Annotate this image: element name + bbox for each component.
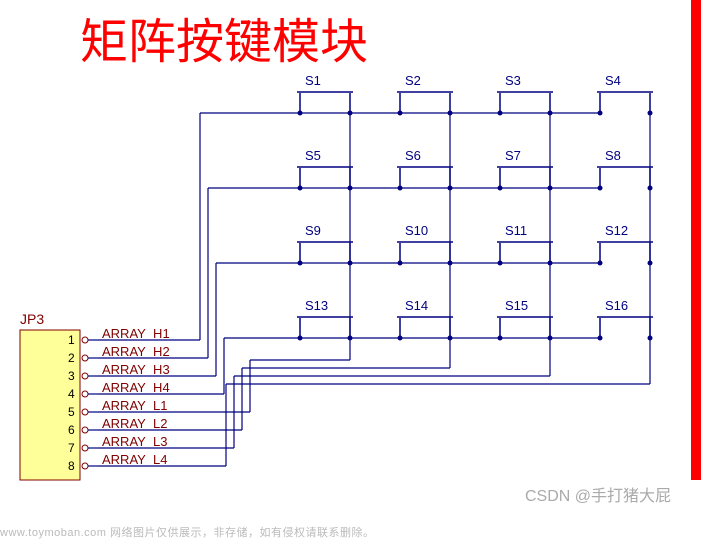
- pin-number: 6: [68, 423, 75, 437]
- switch-label: S6: [405, 148, 421, 163]
- pin-number: 2: [68, 351, 75, 365]
- net-label: ARRAY_L4: [102, 452, 168, 467]
- net-label: ARRAY_H4: [102, 380, 170, 395]
- watermark-csdn: CSDN @手打猪大屁: [525, 482, 671, 506]
- pin-bubble: [82, 427, 88, 433]
- switch-label: S9: [305, 223, 321, 238]
- switch-label: S7: [505, 148, 521, 163]
- connector-ref: JP3: [20, 311, 44, 327]
- pin-number: 4: [68, 387, 75, 401]
- schematic: JP3 1 ARRAY_H1 2 ARRAY_H2 3 ARRAY_H3 4 ARRAY_H4 5…: [0, 55, 701, 535]
- switch-label: S10: [405, 223, 428, 238]
- pin-number: 3: [68, 369, 75, 383]
- net-label: ARRAY_H3: [102, 362, 170, 377]
- pin-bubble: [82, 409, 88, 415]
- switch-label: S4: [605, 73, 621, 88]
- pin-bubble: [82, 391, 88, 397]
- switch-label: S11: [505, 223, 527, 238]
- pin-bubble: [82, 355, 88, 361]
- switch-label: S1: [305, 73, 321, 88]
- switch-label: S12: [605, 223, 628, 238]
- net-label: ARRAY_H1: [102, 326, 170, 341]
- pin-bubble: [82, 337, 88, 343]
- switch-label: S15: [505, 298, 528, 313]
- switch-label: S16: [605, 298, 628, 313]
- switch-label: S5: [305, 148, 321, 163]
- pin-bubble: [82, 373, 88, 379]
- pin-number: 5: [68, 405, 75, 419]
- net-label: ARRAY_L2: [102, 416, 168, 431]
- pin-number: 7: [68, 441, 75, 455]
- net-label: ARRAY_L1: [102, 398, 168, 413]
- pin-number: 8: [68, 459, 75, 473]
- watermark-footer: www.toymoban.com 网络图片仅供展示，非存储，如有侵权请联系删除。: [0, 524, 374, 540]
- net-label: ARRAY_L3: [102, 434, 168, 449]
- switch-label: S3: [505, 73, 521, 88]
- pin-number: 1: [68, 333, 75, 347]
- switch-label: S13: [305, 298, 328, 313]
- net-label: ARRAY_H2: [102, 344, 170, 359]
- switch-label: S8: [605, 148, 621, 163]
- switch-label: S2: [405, 73, 421, 88]
- pin-bubble: [82, 445, 88, 451]
- switch-label: S14: [405, 298, 428, 313]
- pin-bubble: [82, 463, 88, 469]
